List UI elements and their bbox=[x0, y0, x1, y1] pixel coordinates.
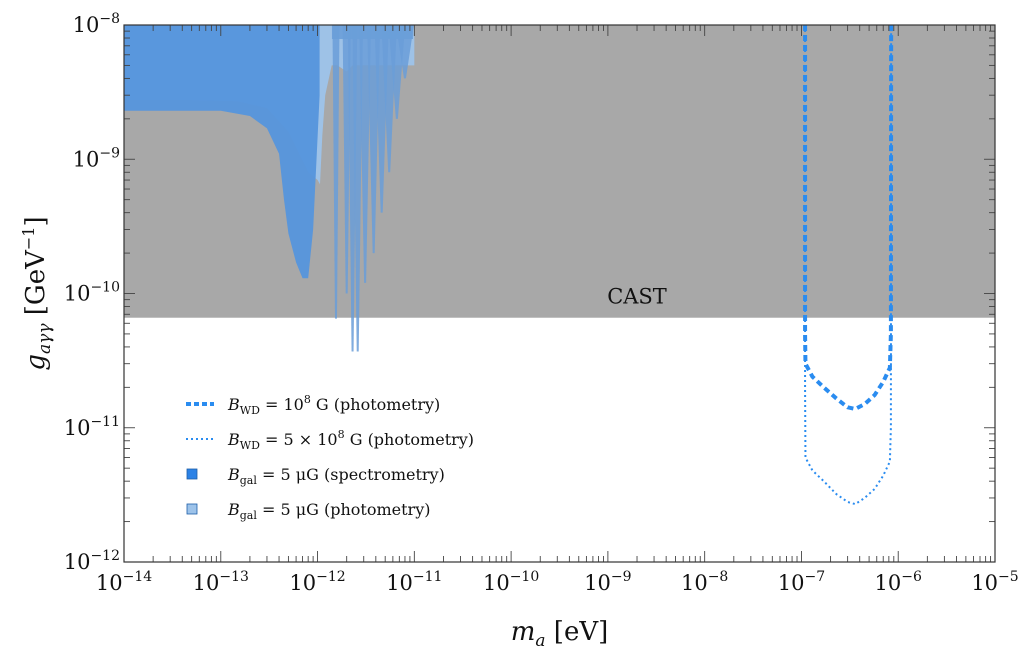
region-gal-spike-band bbox=[331, 25, 413, 39]
region-gal-spike bbox=[359, 25, 372, 283]
x-tick-label: 10−9 bbox=[584, 569, 631, 595]
legend-entry-gal_phot: Bgal = 5 μG (photometry) bbox=[186, 500, 430, 522]
tick-labels: 10−14 10−13 10−12 10−11 10−10 10−9 10−8 10−7 10−… bbox=[64, 11, 1019, 595]
legend-marker bbox=[186, 468, 198, 480]
x-tick-label: 10−5 bbox=[971, 569, 1018, 595]
axis-titles: ma [eV] gaγγ [GeV−1] bbox=[19, 216, 608, 648]
legend-entry-wd1: BWD = 108 G (photometry) bbox=[186, 393, 440, 417]
x-tick-label: 10−8 bbox=[681, 569, 728, 595]
legend-label: Bgal = 5 μG (spectrometry) bbox=[227, 465, 445, 487]
legend-entry-gal_spec: Bgal = 5 μG (spectrometry) bbox=[186, 465, 445, 487]
legend-marker bbox=[186, 503, 198, 515]
plot-frame bbox=[123, 24, 996, 563]
series-line-wd-5e8 bbox=[804, 25, 893, 506]
region-gal-spectrometry bbox=[124, 25, 320, 279]
y-tick-label: 10−9 bbox=[73, 145, 120, 171]
legend-entry-wd5: BWD = 5 × 108 G (photometry) bbox=[186, 428, 474, 452]
series-lines bbox=[803, 25, 894, 506]
x-tick-label: 10−7 bbox=[778, 569, 825, 595]
y-tick-label: 10−12 bbox=[64, 548, 120, 574]
legend: BWD = 108 G (photometry) BWD = 5 × 108 G … bbox=[186, 393, 474, 522]
annotation-cast: CAST bbox=[607, 284, 667, 308]
x-tick-label: 10−14 bbox=[96, 569, 152, 595]
axis-ticks bbox=[123, 24, 996, 563]
annotations: CAST bbox=[607, 284, 667, 308]
x-tick-label: 10−12 bbox=[289, 569, 345, 595]
x-tick-label: 10−11 bbox=[386, 569, 442, 595]
y-axis-title: gaγγ [GeV−1] bbox=[19, 216, 55, 370]
regions bbox=[124, 25, 995, 352]
x-tick-label: 10−10 bbox=[483, 569, 539, 595]
y-tick-label: 10−10 bbox=[64, 280, 120, 306]
y-tick-label: 10−11 bbox=[64, 414, 120, 440]
series-line-wd-1e8 bbox=[803, 25, 894, 412]
x-tick-label: 10−13 bbox=[193, 569, 249, 595]
x-tick-label: 10−6 bbox=[875, 569, 922, 595]
legend-label: Bgal = 5 μG (photometry) bbox=[227, 500, 430, 522]
legend-label: BWD = 108 G (photometry) bbox=[227, 393, 440, 417]
region-gal-spike bbox=[332, 25, 340, 319]
region-gal-spike bbox=[352, 25, 364, 352]
legend-label: BWD = 5 × 108 G (photometry) bbox=[227, 428, 474, 452]
y-tick-label: 10−8 bbox=[73, 11, 120, 37]
x-axis-title: ma [eV] bbox=[511, 617, 609, 648]
